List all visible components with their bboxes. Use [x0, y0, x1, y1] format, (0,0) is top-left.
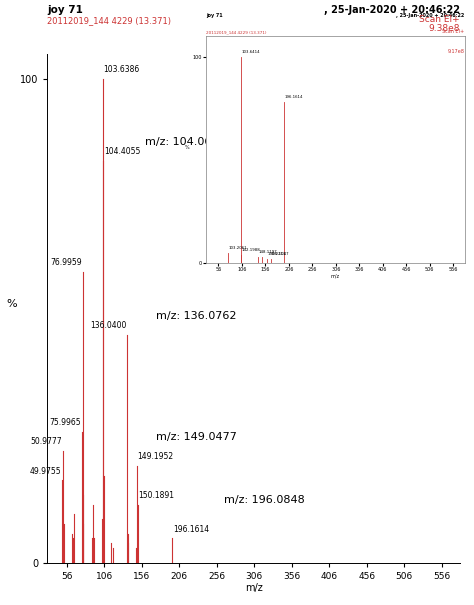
Text: 9.17e8: 9.17e8: [447, 50, 465, 54]
Text: 20112019_144 4229 (13.371): 20112019_144 4229 (13.371): [47, 16, 172, 25]
Text: 196.1614: 196.1614: [173, 525, 209, 534]
Text: 136.0400: 136.0400: [90, 321, 126, 330]
Text: 195.2211: 195.2211: [268, 252, 286, 256]
Text: , 25-Jan-2020 + 20:46:22: , 25-Jan-2020 + 20:46:22: [324, 5, 460, 15]
Text: 103.6414: 103.6414: [241, 50, 260, 54]
Text: 142.1988: 142.1988: [242, 248, 260, 252]
Y-axis label: %: %: [185, 145, 190, 150]
Text: 149.1952: 149.1952: [137, 452, 173, 461]
Y-axis label: %: %: [6, 298, 17, 309]
Text: 150.1891: 150.1891: [138, 491, 174, 500]
Text: 196.1047: 196.1047: [271, 252, 290, 256]
Text: , 25-Jan-2020 + 20:46:22: , 25-Jan-2020 + 20:46:22: [396, 13, 465, 18]
Text: joy 71: joy 71: [206, 13, 223, 18]
Text: 196.1614: 196.1614: [285, 95, 303, 99]
Text: 50.9777: 50.9777: [31, 437, 63, 446]
Text: 49.9755: 49.9755: [30, 466, 62, 476]
X-axis label: m/z: m/z: [331, 273, 340, 279]
Text: m/z: 104.0626: m/z: 104.0626: [145, 137, 225, 146]
Text: 20112019_144 4229 (13.371): 20112019_144 4229 (13.371): [206, 30, 267, 34]
X-axis label: m/z: m/z: [245, 583, 263, 594]
Text: joy 71: joy 71: [47, 5, 83, 15]
Text: Scan EI+: Scan EI+: [442, 29, 465, 34]
Text: 9.38e8: 9.38e8: [428, 24, 460, 33]
Text: m/z: 149.0477: m/z: 149.0477: [156, 432, 237, 442]
Text: 76.9959: 76.9959: [50, 258, 82, 267]
Text: 103.6386: 103.6386: [103, 65, 140, 74]
Text: Scan EI+: Scan EI+: [419, 15, 460, 24]
Text: 148.1197: 148.1197: [258, 250, 277, 254]
Text: m/z: 196.0848: m/z: 196.0848: [224, 495, 304, 505]
Text: 104.4055: 104.4055: [104, 147, 140, 156]
Text: 103.2061: 103.2061: [228, 246, 247, 250]
Text: m/z: 136.0762: m/z: 136.0762: [156, 311, 237, 321]
Text: 75.9965: 75.9965: [49, 418, 81, 427]
